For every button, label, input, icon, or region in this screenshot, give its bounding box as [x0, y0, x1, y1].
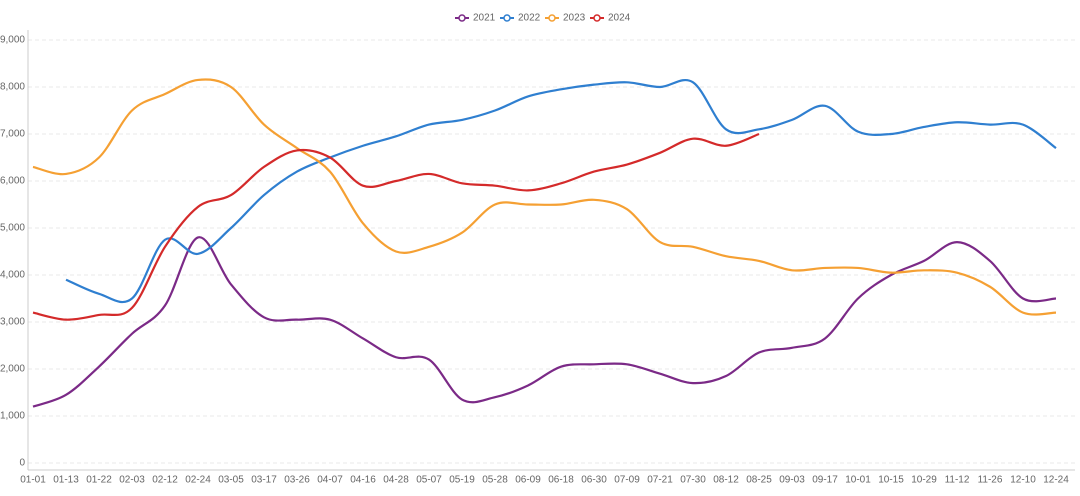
- y-tick-label: 5,000: [0, 223, 25, 234]
- legend-label: 2021: [473, 13, 496, 24]
- legend-label: 2023: [563, 13, 586, 24]
- x-tick-label: 06-30: [581, 475, 607, 486]
- x-tick-label: 11-12: [945, 475, 970, 486]
- x-tick-label: 09-17: [812, 475, 838, 486]
- x-tick-label: 01-01: [20, 475, 46, 486]
- x-tick-label: 02-03: [119, 475, 145, 486]
- x-tick-label: 07-30: [680, 475, 706, 486]
- y-tick-label: 9,000: [0, 35, 25, 46]
- x-tick-label: 05-28: [482, 475, 508, 486]
- y-tick-label: 0: [19, 458, 25, 469]
- x-tick-label: 03-17: [251, 475, 277, 486]
- legend-marker: [503, 14, 511, 22]
- legend-label: 2022: [518, 13, 541, 24]
- x-tick-label: 08-25: [746, 475, 772, 486]
- y-tick-label: 8,000: [0, 82, 25, 93]
- x-tick-label: 04-16: [350, 475, 376, 486]
- legend-marker: [548, 14, 556, 22]
- x-tick-label: 06-09: [515, 475, 541, 486]
- series-line: [32, 236, 1057, 408]
- legend-label: 2024: [608, 13, 631, 24]
- x-tick-label: 10-29: [911, 475, 937, 486]
- legend-marker: [458, 14, 466, 22]
- x-tick-label: 03-05: [218, 475, 244, 486]
- y-tick-label: 1,000: [0, 411, 25, 422]
- x-tick-label: 07-09: [614, 475, 640, 486]
- x-tick-label: 12-10: [1010, 475, 1036, 486]
- x-tick-label: 07-21: [647, 475, 673, 486]
- x-tick-label: 02-12: [152, 475, 178, 486]
- y-tick-label: 3,000: [0, 317, 25, 328]
- x-tick-label: 04-28: [383, 475, 409, 486]
- x-tick-label: 05-07: [416, 475, 442, 486]
- x-tick-label: 09-03: [779, 475, 805, 486]
- y-tick-label: 7,000: [0, 129, 25, 140]
- x-tick-label: 10-15: [878, 475, 904, 486]
- legend-marker: [593, 14, 601, 22]
- y-tick-label: 4,000: [0, 270, 25, 281]
- x-tick-label: 11-26: [978, 475, 1003, 486]
- series-line: [65, 78, 1057, 304]
- series-line: [32, 132, 760, 321]
- x-tick-label: 06-18: [548, 475, 574, 486]
- series-line: [32, 78, 1057, 316]
- x-tick-label: 08-12: [713, 475, 739, 486]
- x-tick-label: 04-07: [317, 475, 343, 486]
- x-tick-label: 01-22: [86, 475, 112, 486]
- y-tick-label: 2,000: [0, 364, 25, 375]
- x-tick-label: 02-24: [185, 475, 211, 486]
- y-tick-label: 6,000: [0, 176, 25, 187]
- x-tick-label: 03-26: [284, 475, 310, 486]
- x-tick-label: 10-01: [845, 475, 871, 486]
- x-tick-label: 12-24: [1043, 475, 1069, 486]
- x-tick-label: 05-19: [449, 475, 475, 486]
- x-tick-label: 01-13: [53, 475, 79, 486]
